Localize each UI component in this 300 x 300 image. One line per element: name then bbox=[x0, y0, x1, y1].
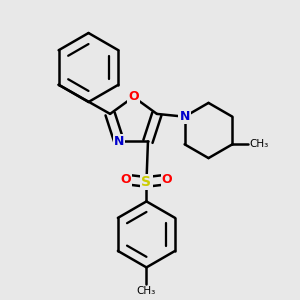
Text: S: S bbox=[142, 175, 152, 189]
Text: O: O bbox=[161, 173, 172, 186]
Text: O: O bbox=[121, 173, 131, 186]
Text: CH₃: CH₃ bbox=[137, 286, 156, 296]
Text: O: O bbox=[128, 90, 139, 104]
Text: N: N bbox=[179, 110, 190, 123]
Text: CH₃: CH₃ bbox=[250, 139, 269, 149]
Text: N: N bbox=[114, 135, 124, 148]
